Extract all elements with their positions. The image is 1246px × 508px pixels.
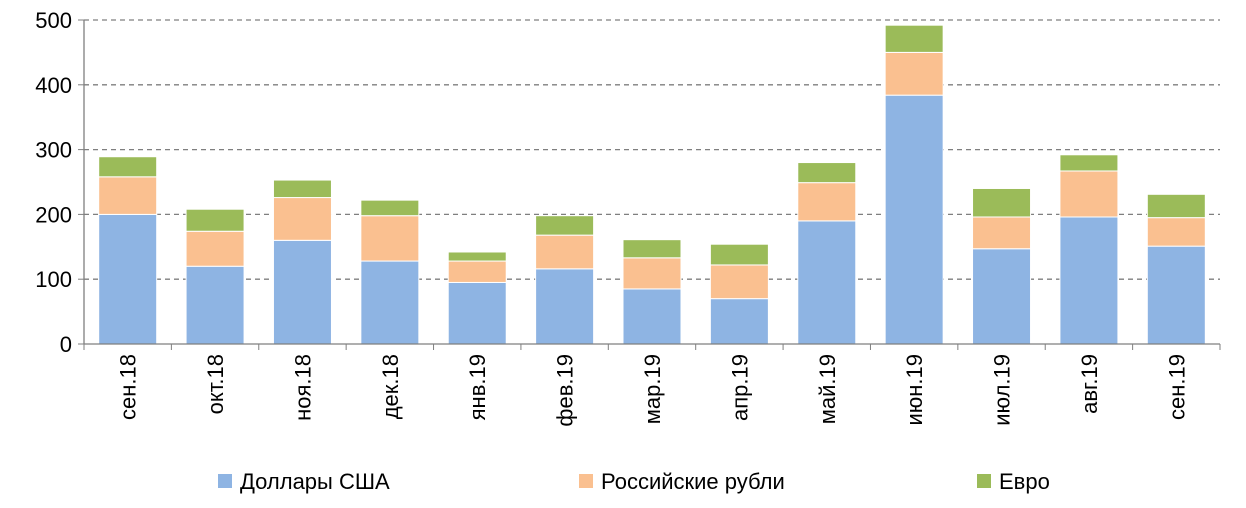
x-axis-ticks: сен.18 окт.18 ноя.18 дек.18 янв.19 фев.19 мар.…: [116, 354, 1190, 427]
bar-segment-2: [972, 216, 1032, 250]
bar-segment-3: [272, 179, 332, 199]
axes: [83, 20, 1221, 350]
bar-segment-3: [535, 215, 595, 236]
x-tick-label: фев.19: [553, 354, 578, 427]
bar-segment-1: [447, 281, 507, 345]
bar-segment-2: [797, 182, 857, 222]
bar-segment-2: [709, 264, 769, 300]
bar-segment-1: [272, 239, 332, 345]
x-tick-label: авг.19: [1077, 354, 1102, 414]
x-tick-label: сен.18: [116, 354, 141, 420]
legend: Доллары США Российские рубли Евро: [218, 469, 1050, 494]
bar-segment-1: [360, 260, 420, 345]
y-tick-label: 100: [35, 267, 72, 292]
bar-segment-2: [185, 230, 245, 267]
y-tick-label: 400: [35, 73, 72, 98]
bar-segment-1: [884, 94, 944, 345]
bar-segment-1: [98, 213, 158, 345]
bar-segment-2: [1059, 170, 1119, 218]
bar-segment-1: [622, 288, 682, 345]
x-tick-label: май.19: [815, 354, 840, 424]
bar-segment-3: [622, 239, 682, 259]
legend-swatch: [977, 474, 991, 488]
bar-segment-1: [1146, 245, 1206, 345]
bar-segment-3: [447, 251, 507, 262]
x-tick-label: янв.19: [465, 354, 490, 420]
bar-segment-3: [1059, 154, 1119, 172]
bar-segment-3: [972, 187, 1032, 218]
legend-label: Евро: [999, 469, 1050, 494]
legend-label: Российские рубли: [601, 469, 785, 494]
bar-segment-2: [1146, 217, 1206, 247]
x-tick-label: мар.19: [640, 354, 665, 424]
bar-segment-2: [884, 51, 944, 96]
bar-segment-2: [622, 257, 682, 290]
bar-segment-1: [797, 220, 857, 345]
bar-segment-3: [1146, 193, 1206, 219]
bar-segment-2: [360, 215, 420, 262]
x-tick-label: ноя.18: [290, 354, 315, 421]
legend-label: Доллары США: [240, 469, 390, 494]
bar-segment-1: [535, 268, 595, 345]
bar-segment-2: [535, 234, 595, 270]
bar-segment-3: [797, 162, 857, 184]
bar-segment-3: [884, 24, 944, 53]
legend-swatch: [218, 474, 232, 488]
bar-segment-1: [1059, 216, 1119, 345]
bar-segment-1: [972, 248, 1032, 345]
y-tick-label: 500: [35, 8, 72, 33]
bar-segment-3: [709, 243, 769, 266]
x-tick-label: июн.19: [902, 354, 927, 426]
x-tick-label: июл.19: [990, 354, 1015, 426]
bar-segment-2: [98, 176, 158, 215]
x-tick-label: дек.18: [378, 354, 403, 419]
y-tick-label: 300: [35, 138, 72, 163]
bar-segment-2: [272, 197, 332, 241]
x-tick-label: апр.19: [727, 354, 752, 421]
bar-segment-3: [98, 156, 158, 178]
bar-segment-1: [709, 298, 769, 345]
y-axis-ticks: 0 100 200 300 400 500: [35, 8, 84, 357]
legend-swatch: [579, 474, 593, 488]
bar-segment-3: [360, 199, 420, 217]
bar-segment-1: [185, 265, 245, 345]
x-tick-label: сен.19: [1164, 354, 1189, 420]
bars: [98, 24, 1206, 345]
bar-segment-2: [447, 260, 507, 283]
bar-segment-3: [185, 208, 245, 232]
y-tick-label: 0: [60, 332, 72, 357]
y-tick-label: 200: [35, 202, 72, 227]
x-tick-label: окт.18: [203, 354, 228, 414]
